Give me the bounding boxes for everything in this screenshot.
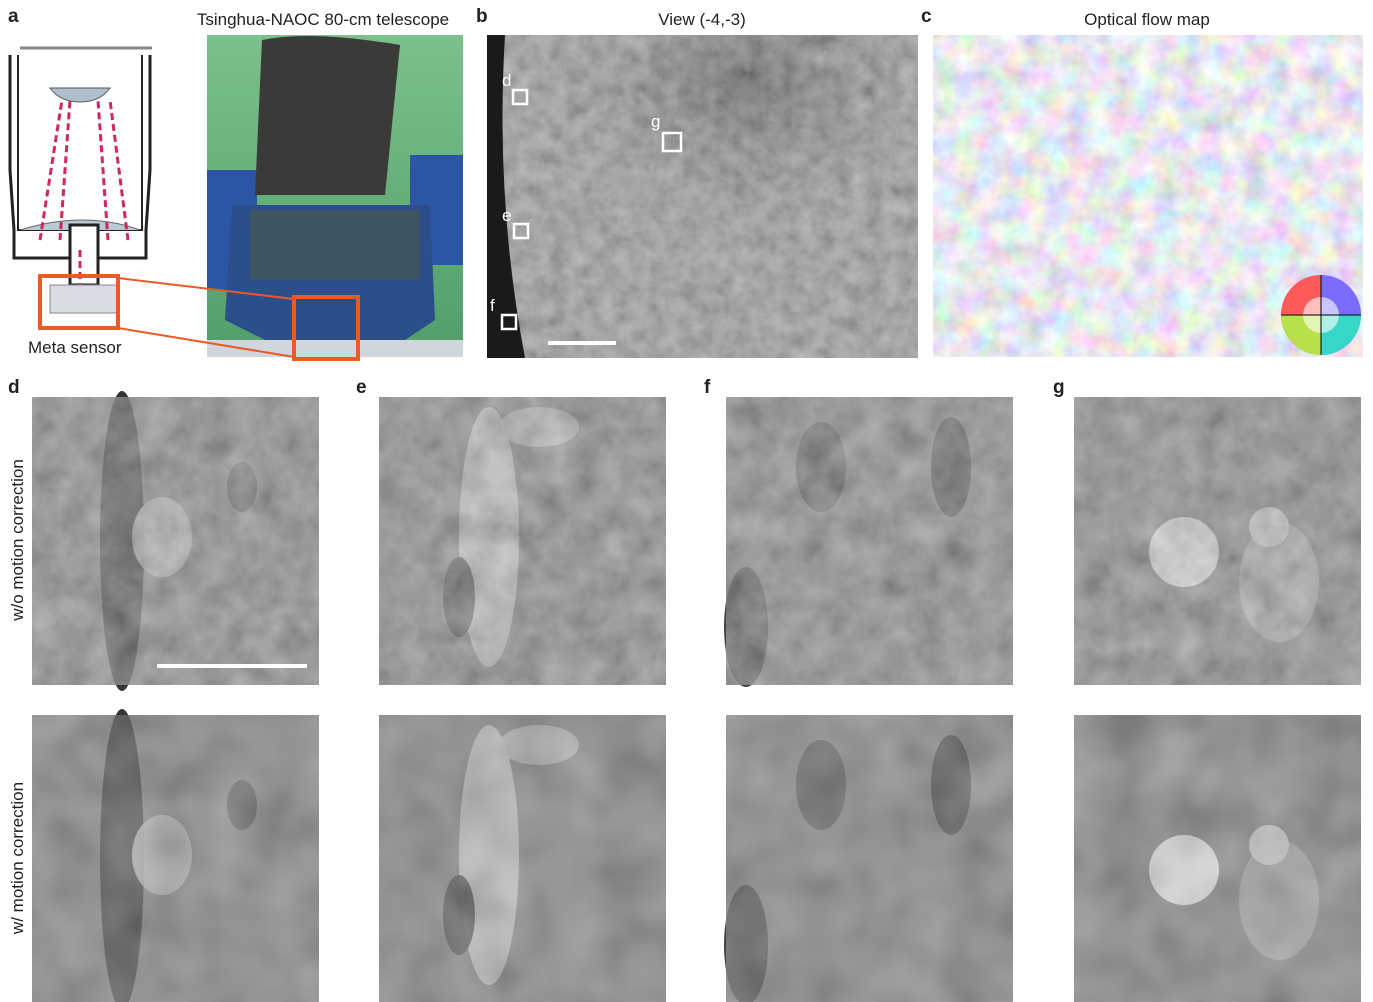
box-label: g	[651, 112, 660, 131]
tile-shape	[32, 715, 319, 1002]
moon-image	[487, 35, 918, 358]
panel-title: View (-4,-3)	[658, 10, 746, 29]
panel-letter: g	[1053, 377, 1065, 398]
box-label: d	[502, 71, 511, 90]
page: {"panels": [ {"letter": "a", "title": "T…	[0, 0, 1373, 1002]
box-label: f	[490, 296, 495, 315]
color-wheel	[1281, 275, 1361, 355]
figure: a Tsinghua-NAOC 80-cm telescope Meta sen…	[0, 0, 1373, 1002]
box-label: e	[502, 206, 511, 225]
tile-shape	[726, 715, 1013, 1002]
tile-shape	[379, 715, 666, 1002]
tile-shape	[379, 397, 666, 685]
panel-letter: c	[921, 6, 932, 27]
row-label: w/ motion correction	[8, 782, 27, 935]
row-label: w/o motion correction	[8, 459, 27, 622]
panel-title: Optical flow map	[1084, 10, 1210, 29]
tile-shape	[32, 397, 319, 685]
tile-shape	[1074, 397, 1361, 685]
panel-letter: f	[704, 377, 711, 398]
caption: Meta sensor	[28, 338, 122, 357]
panel-title: Tsinghua-NAOC 80-cm telescope	[197, 10, 449, 29]
panel-letter: b	[476, 6, 488, 27]
panel-letter: a	[8, 6, 19, 27]
panel-letter: e	[356, 377, 367, 398]
telescope-photo	[207, 35, 463, 357]
crop-tiles	[32, 391, 1361, 1002]
page-body: a Tsinghua-NAOC 80-cm telescope Meta sen…	[0, 0, 1373, 1002]
tile-shape	[1074, 715, 1361, 1002]
telescope-diagram	[10, 48, 152, 328]
panel-letter: d	[8, 377, 20, 398]
tile-shape	[726, 397, 1013, 685]
